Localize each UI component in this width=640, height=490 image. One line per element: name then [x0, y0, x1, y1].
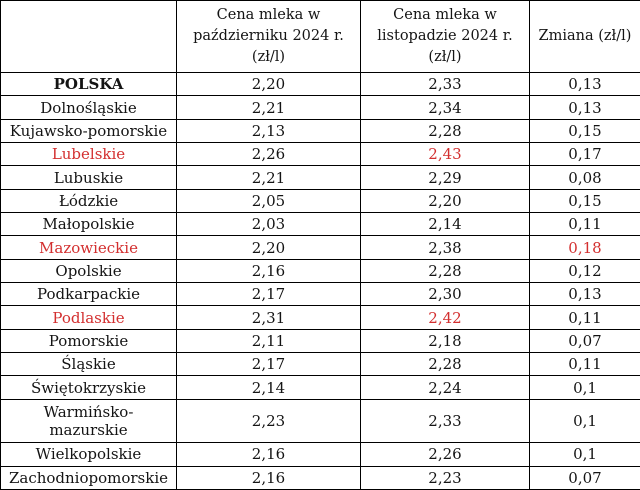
change-cell: 0,07 — [529, 465, 640, 490]
region-name-cell: Świętokrzyskie — [0, 375, 177, 400]
change-cell: 0,11 — [529, 305, 640, 330]
price-november-cell: 2,28 — [360, 118, 530, 144]
price-october-cell: 2,20 — [176, 235, 361, 260]
header-row: Cena mleka w październiku 2024 r. (zł/l)… — [0, 0, 640, 73]
table-row: Wielkopolskie 2,16 2,26 0,1 — [0, 442, 640, 467]
price-october-cell: 2,17 — [176, 352, 361, 377]
price-november-cell: 2,24 — [360, 375, 530, 400]
table-row: Śląskie 2,17 2,28 0,11 — [0, 352, 640, 377]
change-cell: 0,15 — [529, 188, 640, 214]
price-october-cell: 2,03 — [176, 212, 361, 237]
change-cell: 0,1 — [529, 398, 640, 444]
table-row: Zachodniopomorskie 2,16 2,23 0,07 — [0, 465, 640, 490]
region-name-cell: Lubuskie — [0, 165, 177, 190]
price-november-cell: 2,34 — [360, 95, 530, 120]
region-name-cell: Podkarpackie — [0, 282, 177, 307]
price-october-cell: 2,14 — [176, 375, 361, 400]
change-cell: 0,11 — [529, 352, 640, 377]
table-row: Podkarpackie 2,17 2,30 0,13 — [0, 282, 640, 307]
region-name-cell: Wielkopolskie — [0, 442, 177, 467]
price-october-cell: 2,16 — [176, 442, 361, 467]
change-cell: 0,18 — [529, 235, 640, 260]
change-cell: 0,13 — [529, 71, 640, 97]
table-body: POLSKA 2,20 2,33 0,13 Dolnośląskie 2,21 2,34 0,… — [0, 71, 640, 490]
price-october-cell: 2,31 — [176, 305, 361, 330]
region-name-cell: Śląskie — [0, 352, 177, 377]
table-row: Małopolskie 2,03 2,14 0,11 — [0, 212, 640, 237]
region-name-cell: Kujawsko-pomorskie — [0, 118, 177, 144]
region-name-cell: Zachodniopomorskie — [0, 465, 177, 490]
change-cell: 0,13 — [529, 95, 640, 120]
table-row: Lubelskie 2,26 2,43 0,17 — [0, 142, 640, 167]
price-october-cell: 2,20 — [176, 71, 361, 97]
price-november-cell: 2,26 — [360, 442, 530, 467]
price-october-cell: 2,26 — [176, 142, 361, 167]
price-november-cell: 2,33 — [360, 398, 530, 444]
table-row: Dolnośląskie 2,21 2,34 0,13 — [0, 95, 640, 120]
header-change: Zmiana (zł/l) — [529, 0, 640, 73]
price-october-cell: 2,11 — [176, 328, 361, 354]
price-november-cell: 2,28 — [360, 258, 530, 284]
region-name-cell: Dolnośląskie — [0, 95, 177, 120]
price-november-cell: 2,28 — [360, 352, 530, 377]
table-row: POLSKA 2,20 2,33 0,13 — [0, 71, 640, 97]
table-row: Kujawsko-pomorskie 2,13 2,28 0,15 — [0, 118, 640, 144]
price-october-cell: 2,16 — [176, 258, 361, 284]
price-november-cell: 2,30 — [360, 282, 530, 307]
change-cell: 0,08 — [529, 165, 640, 190]
change-cell: 0,12 — [529, 258, 640, 284]
price-november-cell: 2,38 — [360, 235, 530, 260]
region-name-cell: Podlaskie — [0, 305, 177, 330]
price-october-cell: 2,17 — [176, 282, 361, 307]
table-row: Łódzkie 2,05 2,20 0,15 — [0, 188, 640, 214]
price-november-cell: 2,23 — [360, 465, 530, 490]
change-cell: 0,11 — [529, 212, 640, 237]
change-cell: 0,13 — [529, 282, 640, 307]
region-name-cell: Lubelskie — [0, 142, 177, 167]
price-november-cell: 2,29 — [360, 165, 530, 190]
price-october-cell: 2,23 — [176, 398, 361, 444]
table-row: Warmińsko-mazurskie 2,23 2,33 0,1 — [0, 398, 640, 444]
price-october-cell: 2,16 — [176, 465, 361, 490]
table-row: Mazowieckie 2,20 2,38 0,18 — [0, 235, 640, 260]
price-november-cell: 2,14 — [360, 212, 530, 237]
header-price-november: Cena mleka w listopadzie 2024 r. (zł/l) — [360, 0, 530, 73]
change-cell: 0,15 — [529, 118, 640, 144]
price-november-cell: 2,33 — [360, 71, 530, 97]
change-cell: 0,1 — [529, 375, 640, 400]
region-name-cell: Pomorskie — [0, 328, 177, 354]
price-november-cell: 2,18 — [360, 328, 530, 354]
region-name-cell: Łódzkie — [0, 188, 177, 214]
table-row: Świętokrzyskie 2,14 2,24 0,1 — [0, 375, 640, 400]
table-row: Lubuskie 2,21 2,29 0,08 — [0, 165, 640, 190]
price-october-cell: 2,21 — [176, 95, 361, 120]
table-row: Podlaskie 2,31 2,42 0,11 — [0, 305, 640, 330]
table-row: Pomorskie 2,11 2,18 0,07 — [0, 328, 640, 354]
region-name-cell: Opolskie — [0, 258, 177, 284]
table-row: Opolskie 2,16 2,28 0,12 — [0, 258, 640, 284]
price-november-cell: 2,43 — [360, 142, 530, 167]
price-october-cell: 2,21 — [176, 165, 361, 190]
region-name-cell: Mazowieckie — [0, 235, 177, 260]
header-price-october: Cena mleka w październiku 2024 r. (zł/l) — [176, 0, 361, 73]
region-name-cell: Warmińsko-mazurskie — [0, 398, 177, 444]
change-cell: 0,1 — [529, 442, 640, 467]
change-cell: 0,07 — [529, 328, 640, 354]
price-november-cell: 2,20 — [360, 188, 530, 214]
region-name-cell: Małopolskie — [0, 212, 177, 237]
price-october-cell: 2,13 — [176, 118, 361, 144]
region-name-cell: POLSKA — [0, 71, 177, 97]
change-cell: 0,17 — [529, 142, 640, 167]
price-november-cell: 2,42 — [360, 305, 530, 330]
header-region — [0, 0, 177, 73]
price-october-cell: 2,05 — [176, 188, 361, 214]
